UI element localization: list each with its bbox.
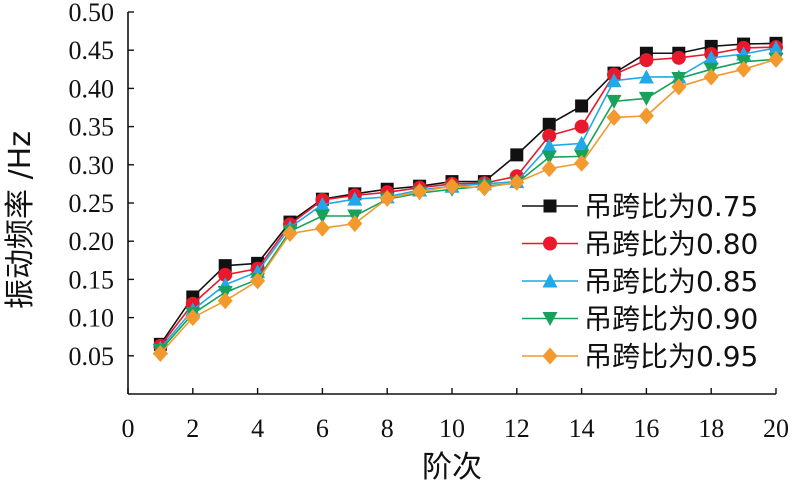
data-point xyxy=(218,267,233,282)
y-axis-title: 振动频率 /Hz xyxy=(3,131,38,309)
data-point xyxy=(606,73,622,88)
data-point xyxy=(638,69,654,84)
data-point xyxy=(606,108,622,126)
data-point xyxy=(606,94,622,109)
y-tick-label: 0.15 xyxy=(69,265,115,294)
legend-label: 吊跨比为0.80 xyxy=(584,228,758,261)
data-point xyxy=(671,78,687,96)
x-tick-label: 6 xyxy=(316,414,329,443)
y-tick-label: 0.20 xyxy=(69,227,115,256)
data-point xyxy=(476,179,492,197)
legend-item: 吊跨比为0.80 xyxy=(522,228,758,261)
x-tick-label: 0 xyxy=(122,414,135,443)
legend-item: 吊跨比为0.95 xyxy=(522,340,758,373)
data-point xyxy=(282,225,298,243)
data-point xyxy=(314,197,330,212)
x-axis-title: 阶次 xyxy=(422,450,482,485)
data-point xyxy=(541,160,557,178)
data-point xyxy=(152,345,168,363)
y-tick-label: 0.40 xyxy=(69,74,115,103)
data-point xyxy=(574,135,590,150)
legend: 吊跨比为0.75 吊跨比为0.80 吊跨比为0.85 吊跨比为0.90 吊跨比为0.95 xyxy=(522,190,758,373)
data-point xyxy=(639,53,654,68)
x-tick-label: 20 xyxy=(763,414,789,443)
data-point xyxy=(510,148,524,162)
data-point xyxy=(347,191,363,206)
legend-item: 吊跨比为0.85 xyxy=(522,265,758,298)
y-tick-label: 0.45 xyxy=(69,36,115,65)
data-point xyxy=(379,189,395,207)
data-point xyxy=(542,117,556,131)
legend-marker xyxy=(542,312,558,326)
data-point xyxy=(768,40,784,55)
data-point xyxy=(575,99,589,113)
data-point xyxy=(768,50,784,68)
x-tick-label: 14 xyxy=(569,414,595,443)
legend-marker xyxy=(542,347,558,365)
series-layer xyxy=(152,36,784,363)
legend-label: 吊跨比为0.75 xyxy=(584,190,758,223)
legend-label: 吊跨比为0.90 xyxy=(584,303,758,336)
legend-item: 吊跨比为0.75 xyxy=(522,190,758,223)
legend-label: 吊跨比为0.95 xyxy=(584,340,758,373)
x-tick-label: 10 xyxy=(439,414,465,443)
data-point xyxy=(703,68,719,86)
x-tick-label: 12 xyxy=(504,414,530,443)
series-5 xyxy=(152,50,784,363)
x-tick-label: 8 xyxy=(381,414,394,443)
y-tick-label: 0.35 xyxy=(69,113,115,142)
data-point xyxy=(736,60,752,78)
legend-marker xyxy=(542,273,558,288)
data-point xyxy=(638,91,654,106)
x-tick-label: 4 xyxy=(251,414,264,443)
y-axis-ticks: 0.05 0.10 0.15 0.20 0.25 0.30 0.35 0.40 0.45 0.50 xyxy=(69,0,134,371)
series-line xyxy=(159,47,777,349)
data-point xyxy=(638,107,654,125)
data-point xyxy=(541,138,557,153)
legend-item: 吊跨比为0.90 xyxy=(522,303,758,336)
data-point xyxy=(509,173,525,191)
y-tick-label: 0.10 xyxy=(69,304,115,333)
x-tick-label: 18 xyxy=(698,414,724,443)
data-point xyxy=(542,128,557,143)
data-point xyxy=(217,292,233,310)
data-point xyxy=(541,150,557,165)
legend-marker xyxy=(543,199,557,213)
series-line xyxy=(159,58,777,355)
data-point xyxy=(185,309,201,327)
data-point xyxy=(314,219,330,237)
data-point xyxy=(703,50,719,65)
y-tick-label: 0.30 xyxy=(69,151,115,180)
data-point xyxy=(671,50,686,65)
legend-marker xyxy=(543,236,557,251)
data-point xyxy=(347,215,363,233)
data-point xyxy=(444,177,460,195)
x-tick-label: 16 xyxy=(633,414,659,443)
data-point xyxy=(412,183,428,201)
data-point xyxy=(574,119,589,134)
data-point xyxy=(250,272,266,290)
legend-label: 吊跨比为0.85 xyxy=(584,265,758,298)
y-tick-label: 0.25 xyxy=(69,189,115,218)
x-tick-label: 2 xyxy=(186,414,199,443)
data-point xyxy=(314,209,330,224)
data-point xyxy=(574,154,590,172)
x-axis-ticks: 0 2 4 6 8 10 12 14 16 18 20 xyxy=(122,388,789,443)
y-tick-label: 0.05 xyxy=(69,342,115,371)
y-tick-label: 0.50 xyxy=(69,0,115,27)
